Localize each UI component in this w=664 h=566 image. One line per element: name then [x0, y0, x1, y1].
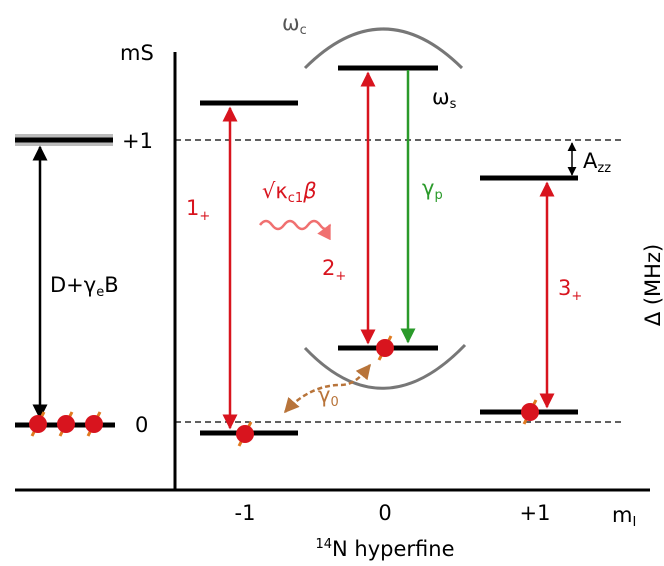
cavity-label: ωc [282, 11, 307, 38]
ms-tick: 0 [135, 413, 148, 437]
pump-label: γp [422, 176, 443, 203]
transition-arrows [32, 70, 577, 430]
mi-label: mI [612, 503, 636, 530]
zero-field-label: D+γeB [50, 273, 119, 300]
transition-label: 3+ [558, 276, 582, 304]
mi-tick: 0 [378, 501, 391, 525]
hyperfine-splitting-label: Azz [583, 149, 611, 176]
mi-tick: -1 [235, 501, 256, 525]
mi-tick: +1 [520, 501, 551, 525]
ms-tick: +1 [122, 129, 153, 153]
cavity-arcs [303, 27, 467, 390]
delta-label: Δ (MHz) [641, 244, 664, 326]
transition-label: 2+ [322, 256, 346, 284]
ms-label: mS [120, 41, 154, 65]
spin-label: ωs [432, 85, 457, 112]
spins [27, 334, 541, 448]
transition-label: 1+ [186, 196, 210, 224]
drive-label: √κc1β [262, 179, 317, 206]
energy-levels [15, 65, 578, 436]
hyperfine-label: 14N hyperfine [315, 537, 454, 561]
axes [15, 52, 650, 492]
labels: mS +1 0 D+γeB 1+ 2+ 3+ √κc1β γp ωc ωs Az… [50, 11, 664, 561]
relax-label: γ0 [318, 383, 339, 410]
